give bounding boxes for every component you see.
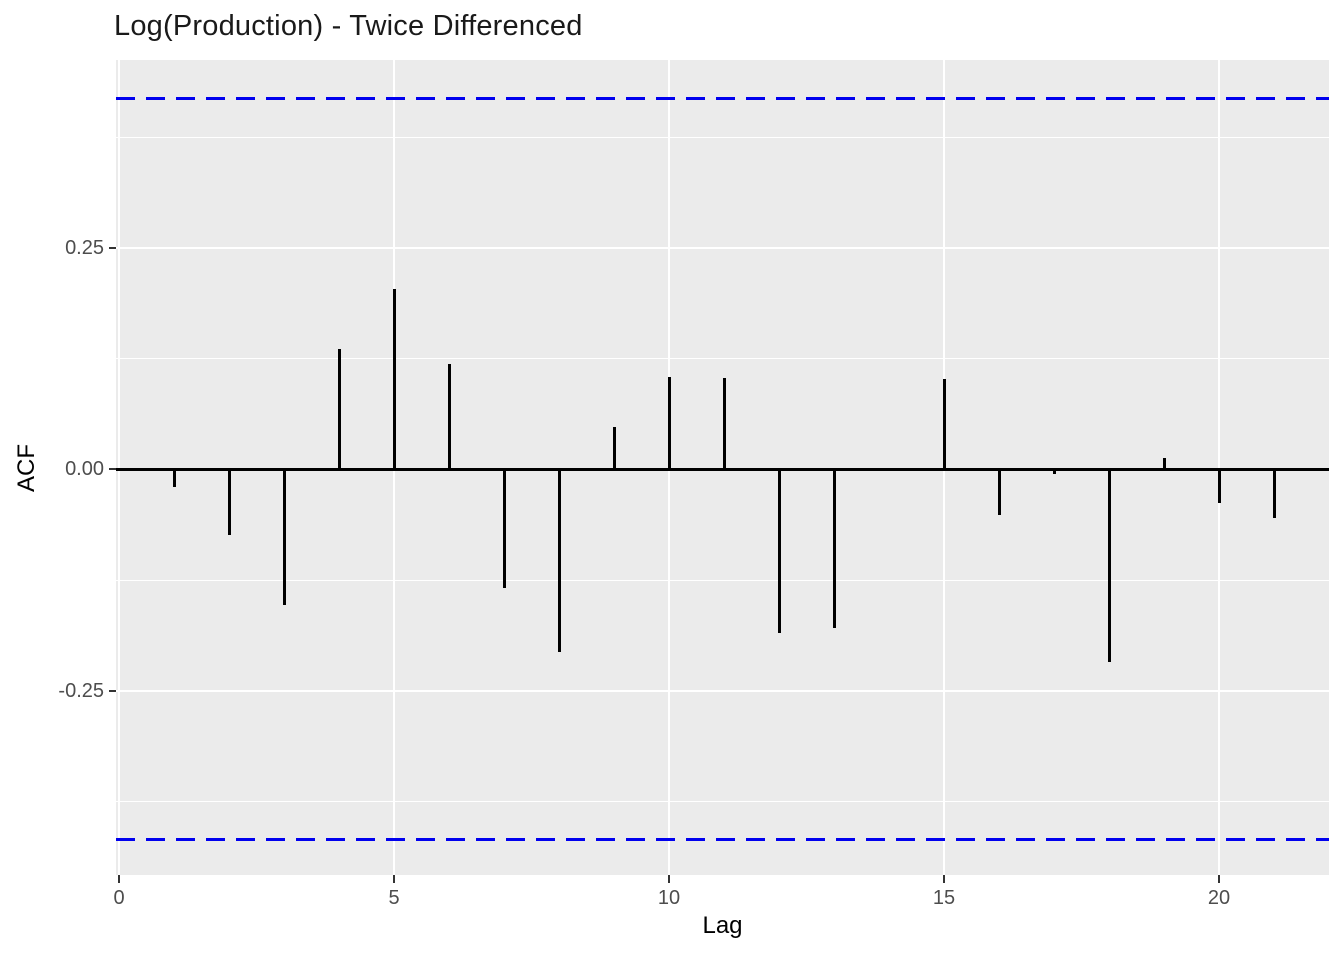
y-tick-mark (109, 689, 116, 692)
acf-bar-lag-15 (942, 378, 946, 470)
major-gridline-horizontal (116, 246, 1329, 249)
acf-bar-lag-18 (1107, 469, 1111, 663)
major-gridline-vertical (1218, 60, 1220, 875)
plot-panel (116, 60, 1329, 875)
minor-gridline-horizontal (116, 579, 1329, 581)
minor-gridline-horizontal (116, 800, 1329, 802)
acf-bar-lag-3 (282, 469, 286, 605)
acf-bar-lag-2 (227, 469, 231, 535)
acf-bar-lag-19 (1162, 457, 1166, 470)
major-gridline-vertical (118, 60, 121, 875)
x-tick-label: 20 (1207, 887, 1231, 909)
x-tick-label: 0 (113, 887, 125, 909)
acf-bar-lag-21 (1272, 469, 1276, 518)
acf-bar-lag-1 (172, 469, 176, 487)
acf-bar-lag-17 (1052, 469, 1056, 474)
major-gridline-horizontal (116, 689, 1329, 692)
zero-line (116, 467, 1329, 471)
acf-bar-lag-20 (1217, 469, 1221, 503)
y-tick-mark (109, 468, 116, 471)
y-tick-label: -0.25 (58, 679, 104, 702)
x-tick-mark (668, 875, 670, 883)
minor-gridline-horizontal (116, 136, 1329, 138)
acf-bar-lag-7 (502, 469, 506, 588)
acf-bar-lag-11 (722, 378, 726, 470)
x-tick-mark (118, 875, 121, 883)
acf-bar-lag-6 (447, 363, 451, 470)
minor-gridline-horizontal (116, 358, 1329, 360)
acf-bar-lag-10 (667, 377, 671, 470)
confidence-line-lower (116, 838, 1329, 842)
acf-bar-lag-13 (832, 469, 836, 628)
x-axis-title: Lag (702, 912, 743, 939)
acf-bar-lag-5 (392, 288, 396, 470)
x-tick-mark (393, 875, 396, 883)
confidence-line-upper (116, 97, 1329, 101)
x-tick-label: 5 (388, 887, 400, 909)
acf-bar-lag-9 (612, 426, 616, 470)
acf-bar-lag-12 (777, 469, 781, 634)
acf-bar-lag-4 (337, 348, 341, 470)
y-tick-mark (109, 246, 116, 249)
chart-title: Log(Production) - Twice Differenced (114, 10, 583, 42)
y-tick-label: 0.25 (65, 236, 104, 259)
acf-bar-lag-8 (557, 469, 561, 652)
y-tick-label: 0.00 (65, 458, 104, 481)
acf-bar-lag-16 (997, 469, 1001, 516)
x-tick-mark (943, 875, 945, 883)
x-tick-mark (1218, 875, 1220, 883)
x-tick-label: 10 (657, 887, 681, 909)
x-tick-label: 15 (932, 887, 956, 909)
